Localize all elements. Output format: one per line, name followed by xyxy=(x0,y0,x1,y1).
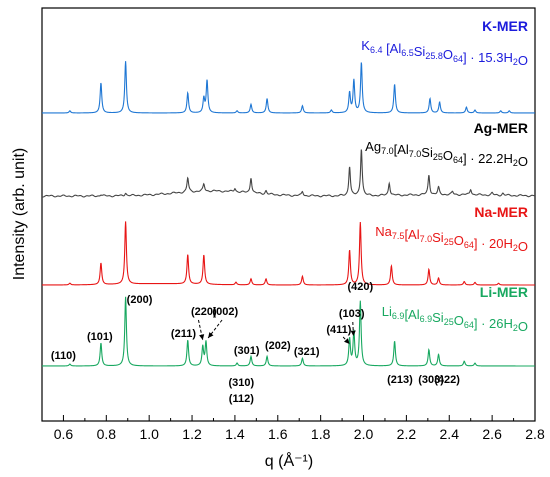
x-tick-label: 0.8 xyxy=(97,426,117,442)
peak-annotation: (112) xyxy=(229,393,254,405)
series-labels: K-MER K6.4 [Al6.5Si25.8O64] · 15.3H2O Ag-M… xyxy=(361,18,528,334)
peak-annotation: (110) xyxy=(51,350,76,362)
x-axis-ticks: 0.6 0.8 1.0 1.2 1.4 1.6 1.8 2.0 2.2 2.4 2.6 2.8 xyxy=(41,415,545,442)
series-name-na: Na-MER xyxy=(474,204,528,220)
x-tick-label: 1.0 xyxy=(139,426,159,442)
annotation-arrow xyxy=(207,319,223,339)
peak-annotation: (202) xyxy=(265,340,291,352)
series-line-k xyxy=(42,61,535,114)
annotation-arrow xyxy=(350,321,356,337)
x-tick-label: 2.4 xyxy=(440,426,460,442)
x-tick-label: 2.6 xyxy=(482,426,502,442)
series-formula-na: Na7.5[Al7.0Si25O64] · 20H2O xyxy=(375,224,528,254)
series-traces xyxy=(41,61,535,367)
series-name-li: Li-MER xyxy=(480,284,528,300)
peak-annotation: (211) xyxy=(171,328,196,340)
y-axis-label: Intensity (arb. unit) xyxy=(11,148,28,281)
peak-annotation: (213) xyxy=(387,374,413,386)
x-tick-label: 2.0 xyxy=(354,426,374,442)
x-axis-label: q (Å⁻¹) xyxy=(265,451,313,470)
series-formula-li: Li6.9[Al6.9Si25O64] · 26H2O xyxy=(382,304,528,334)
peak-annotation: (301) xyxy=(234,345,260,357)
peak-annotation: (310) xyxy=(228,377,254,389)
plot-frame xyxy=(41,7,536,422)
peak-annotation: (420) xyxy=(347,281,373,293)
peak-annotation: (321) xyxy=(294,346,320,358)
annotation-arrow xyxy=(342,336,350,345)
x-tick-label: 1.4 xyxy=(225,426,245,442)
series-line-li xyxy=(42,296,535,367)
x-tick-label: 0.6 xyxy=(54,426,74,442)
x-tick-label: 2.8 xyxy=(525,426,545,442)
peak-annotations: (110) (101) (200) (211) (220)(002) (301) (202)… xyxy=(51,281,460,405)
series-line-na xyxy=(42,221,535,286)
series-formula-ag: Ag7.0[Al7.0Si25O64] · 22.2H2O xyxy=(365,139,528,169)
series-formula-k: K6.4 [Al6.5Si25.8O64] · 15.3H2O xyxy=(361,38,528,68)
peak-annotation: (303) xyxy=(418,374,444,386)
x-tick-label: 1.6 xyxy=(268,426,288,442)
peak-annotation: (200) xyxy=(127,294,153,306)
annotation-arrow xyxy=(197,319,205,341)
peak-annotation: (101) xyxy=(87,331,113,343)
series-line-ag xyxy=(41,149,535,198)
peak-annotation: (422) xyxy=(434,374,460,386)
peak-annotation: (220) xyxy=(191,306,217,318)
peak-annotation: (411) xyxy=(326,324,351,336)
series-name-k: K-MER xyxy=(482,18,528,34)
x-tick-label: 1.2 xyxy=(182,426,202,442)
peak-annotation: (002) xyxy=(212,306,238,318)
x-tick-label: 1.8 xyxy=(311,426,331,442)
x-tick-label: 2.2 xyxy=(397,426,417,442)
peak-annotation: (103) xyxy=(339,308,365,320)
series-name-ag: Ag-MER xyxy=(474,120,528,136)
